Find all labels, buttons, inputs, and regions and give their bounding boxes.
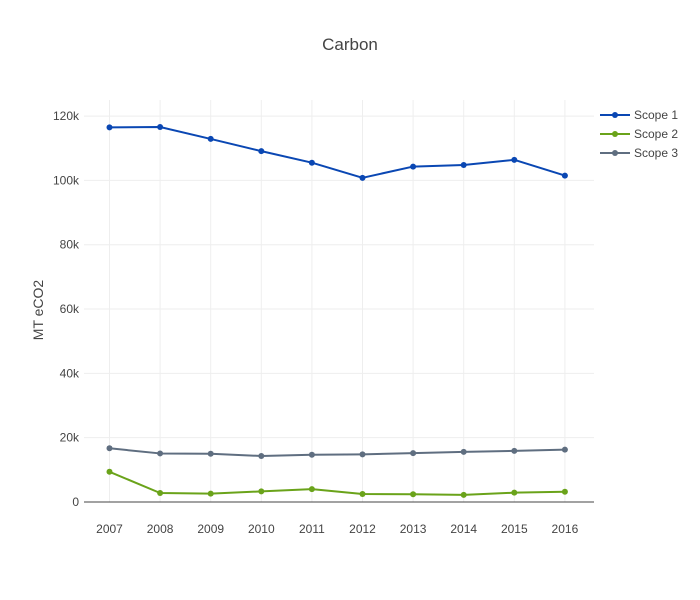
data-point[interactable] xyxy=(561,488,568,495)
y-tick-label: 100k xyxy=(53,173,80,187)
series-line xyxy=(109,470,565,496)
data-point[interactable] xyxy=(511,489,518,496)
data-point[interactable] xyxy=(460,491,467,498)
series-group xyxy=(106,124,568,498)
data-point[interactable] xyxy=(106,445,113,452)
series-line xyxy=(109,447,565,458)
data-point[interactable] xyxy=(410,450,417,457)
y-tick-label: 80k xyxy=(60,238,80,252)
x-tick-label: 2016 xyxy=(552,522,579,536)
legend-item[interactable]: Scope 3 xyxy=(600,146,678,160)
x-tick-label: 2008 xyxy=(147,522,174,536)
chart-title: Carbon xyxy=(322,35,378,54)
data-point[interactable] xyxy=(308,159,315,166)
data-point[interactable] xyxy=(410,491,417,498)
series-line xyxy=(109,126,566,179)
data-point[interactable] xyxy=(561,172,568,179)
data-point[interactable] xyxy=(207,135,214,142)
data-point[interactable] xyxy=(511,447,518,454)
legend-marker xyxy=(612,131,618,137)
series-scope-3 xyxy=(106,445,568,460)
y-tick-label: 40k xyxy=(60,366,80,380)
data-point[interactable] xyxy=(359,490,366,497)
y-tick-label: 20k xyxy=(60,431,80,445)
data-point[interactable] xyxy=(157,450,164,457)
y-tick-label: 0 xyxy=(72,495,79,509)
legend-label: Scope 2 xyxy=(634,127,678,141)
y-axis-label: MT eCO2 xyxy=(30,280,46,341)
y-tick-label: 60k xyxy=(60,302,80,316)
data-point[interactable] xyxy=(106,124,113,131)
data-point[interactable] xyxy=(460,448,467,455)
series-scope-1 xyxy=(106,124,568,181)
x-tick-label: 2011 xyxy=(299,522,325,536)
data-point[interactable] xyxy=(207,450,214,457)
data-point[interactable] xyxy=(157,489,164,496)
series-scope-2 xyxy=(106,468,568,498)
data-point[interactable] xyxy=(410,163,417,170)
data-point[interactable] xyxy=(359,451,366,458)
x-tick-label: 2015 xyxy=(501,522,528,536)
legend-marker xyxy=(612,150,618,156)
data-point[interactable] xyxy=(207,490,214,497)
legend[interactable]: Scope 1 Scope 2 Scope 3 xyxy=(600,108,678,160)
x-axis: 2007 2008 2009 2010 2011 2012 2013 2014 2015 2016 xyxy=(84,501,594,536)
grid xyxy=(84,100,594,502)
data-point[interactable] xyxy=(308,486,315,493)
data-point[interactable] xyxy=(308,451,315,458)
legend-item[interactable]: Scope 1 xyxy=(600,108,678,122)
data-point[interactable] xyxy=(359,174,366,181)
x-tick-label: 2012 xyxy=(349,522,376,536)
data-point[interactable] xyxy=(258,148,265,155)
data-point[interactable] xyxy=(561,446,568,453)
data-point[interactable] xyxy=(511,156,518,163)
legend-label: Scope 3 xyxy=(634,146,678,160)
y-tick-label: 120k xyxy=(53,109,80,123)
data-point[interactable] xyxy=(258,453,265,460)
x-tick-label: 2007 xyxy=(96,522,123,536)
data-point[interactable] xyxy=(157,124,164,131)
x-tick-label: 2014 xyxy=(450,522,477,536)
x-tick-label: 2013 xyxy=(400,522,427,536)
legend-item[interactable]: Scope 2 xyxy=(600,127,678,141)
data-point[interactable] xyxy=(460,161,467,168)
data-point[interactable] xyxy=(106,468,113,475)
y-axis: 0 20k 40k 60k 80k 100k 120k xyxy=(53,109,80,509)
data-point[interactable] xyxy=(258,488,265,495)
legend-label: Scope 1 xyxy=(634,108,678,122)
x-tick-label: 2009 xyxy=(197,522,224,536)
legend-marker xyxy=(612,112,618,118)
x-tick-label: 2010 xyxy=(248,522,275,536)
